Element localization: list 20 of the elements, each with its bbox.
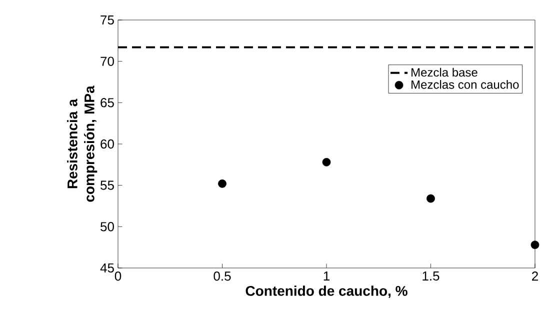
x-tick-label: 1.5: [422, 272, 440, 281]
y-tick-label: 50: [100, 222, 114, 232]
x-tick-label: 0.5: [214, 272, 231, 281]
legend-label: Mezcla base: [412, 68, 478, 77]
y-tick-label: 65: [100, 98, 114, 108]
point: [322, 158, 331, 166]
y-tick-label: 45: [100, 263, 114, 273]
point: [218, 179, 226, 188]
legend-label: Mezclas con caucho: [412, 80, 519, 89]
x-tick-label: 2: [532, 272, 538, 281]
x-tick-label: 0: [114, 272, 122, 281]
x-tick-label: 1: [324, 272, 330, 280]
y-axis-title: Resistencia a compresión, MPa: [67, 86, 98, 202]
y-tick-label: 60: [100, 139, 114, 149]
y-tick-label: 70: [100, 56, 114, 66]
point: [426, 194, 435, 203]
y-tick-label: 75: [100, 15, 114, 25]
x-axis-title: Contenido de caucho, %: [246, 286, 408, 298]
y-tick-label: 55: [100, 180, 114, 190]
point: [530, 240, 540, 250]
